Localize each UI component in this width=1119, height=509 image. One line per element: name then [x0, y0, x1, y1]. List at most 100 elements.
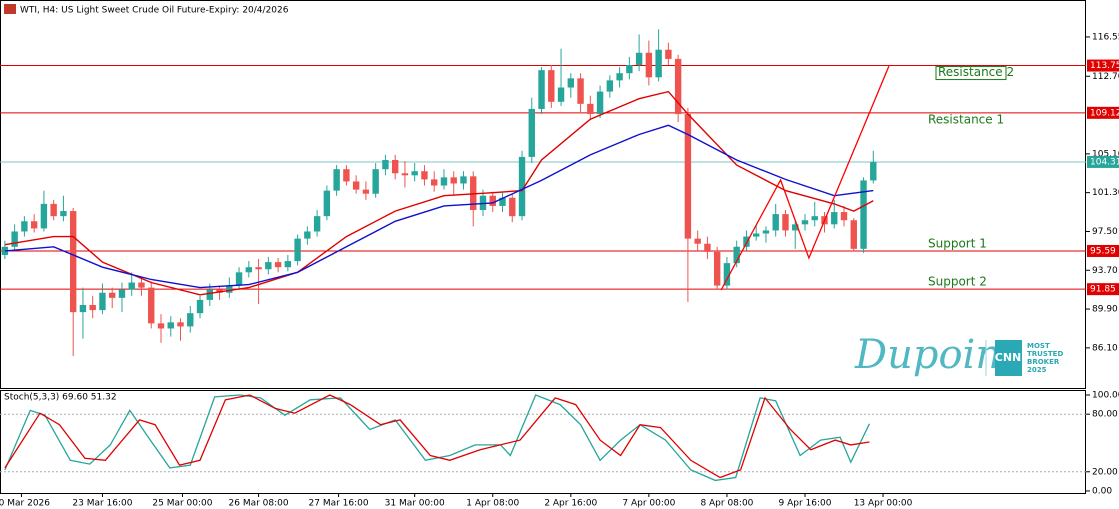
candle-body [167, 322, 174, 329]
candle-body [801, 220, 809, 225]
candle-body [138, 282, 145, 288]
candle-body [177, 322, 184, 327]
stoch-title: Stoch(5,3,3) 69.60 51.32 [4, 393, 117, 403]
candle-body [323, 190, 331, 217]
level-price-label: 109.12 [1090, 108, 1119, 118]
candle-body [860, 180, 867, 249]
candle-body [674, 58, 682, 115]
candle-body [235, 272, 243, 286]
candle-body [274, 262, 282, 268]
candle-body [606, 80, 614, 92]
candle-body [450, 177, 457, 184]
candle-body [645, 52, 653, 78]
last-price-label: 104.31 [1090, 157, 1119, 167]
candle-body [723, 263, 731, 286]
stoch-line [4, 394, 870, 479]
candle-body [60, 211, 67, 217]
x-tick-label: 23 Mar 16:00 [72, 499, 132, 509]
badge-text: TRUSTED [1027, 350, 1063, 358]
y-tick-label: 0.00 [1092, 486, 1112, 496]
stoch-panel-frame [0, 390, 1086, 494]
y-tick-label: 80.00 [1092, 410, 1118, 420]
level-price-box [1087, 283, 1119, 296]
candle-body [99, 292, 106, 311]
badge: CNN [995, 351, 1022, 364]
candle-body [518, 156, 526, 217]
candle-body [616, 73, 623, 81]
candle-body [284, 261, 292, 268]
chart-title: WTI, H4: US Light Sweet Crude Oil Future… [20, 6, 289, 16]
x-tick-label: 25 Mar 00:00 [152, 499, 212, 509]
badge-text: BROKER [1027, 358, 1060, 366]
moving-average [4, 90, 874, 296]
x-tick-label: 8 Apr 08:00 [700, 499, 753, 509]
last-price-box [1087, 155, 1119, 168]
candle-body [655, 49, 662, 78]
candle-body [792, 224, 799, 231]
candle-body [372, 169, 379, 194]
y-tick-label: 100.00 [1092, 390, 1119, 400]
candle-body [362, 189, 370, 194]
candle-body [50, 203, 57, 217]
candle-body [831, 212, 838, 225]
y-tick-label: 116.55 [1092, 32, 1119, 42]
candle-body [811, 216, 818, 221]
candle-body [109, 292, 116, 298]
candle-body [313, 216, 321, 232]
level-label: Support 2 [928, 275, 987, 289]
candle-body [343, 169, 350, 182]
x-tick-label: 9 Apr 16:00 [779, 499, 832, 509]
candle-body [499, 197, 506, 206]
x-tick-label: 2 Apr 16:00 [544, 499, 597, 509]
candle-body [635, 52, 643, 66]
candle-body [187, 313, 194, 327]
candle-body [460, 176, 467, 184]
candle-body [69, 211, 77, 313]
level-label: Resistance 1 [928, 112, 1004, 126]
candle-body [196, 299, 204, 314]
candle-body [733, 246, 740, 264]
candle-body [626, 65, 633, 74]
candle-body [11, 231, 18, 247]
candle-body [440, 177, 448, 186]
badge-text: MOST [1027, 342, 1050, 350]
candle-body [30, 221, 38, 229]
candle-body [694, 238, 701, 244]
candle-body [401, 173, 409, 176]
x-tick-label: 27 Mar 16:00 [309, 499, 369, 509]
x-tick-label: 31 Mar 00:00 [385, 499, 445, 509]
candle-body [255, 267, 262, 270]
candle-body [431, 179, 438, 186]
y-tick-label: 89.90 [1092, 305, 1118, 315]
candle-body [206, 289, 213, 300]
candle-body [21, 221, 28, 232]
y-tick-label: 93.70 [1092, 266, 1118, 276]
stoch-line [4, 394, 870, 482]
moving-average [4, 124, 874, 289]
candle-body [762, 230, 770, 234]
candle-body [782, 214, 789, 231]
candle-body [587, 103, 594, 115]
candle-body [40, 203, 48, 229]
candle-body [391, 159, 399, 174]
y-tick-label: 101.30 [1092, 188, 1119, 198]
candle-body [557, 87, 565, 102]
y-tick-label: 105.10 [1092, 149, 1119, 159]
candle-body [411, 171, 418, 176]
candle-body [577, 78, 584, 104]
candle-body [538, 70, 545, 109]
y-tick-label: 86.10 [1092, 343, 1118, 353]
candle-body [265, 262, 272, 270]
candle-body [216, 289, 223, 293]
level-price-box [1087, 59, 1119, 72]
candle-body [118, 289, 126, 298]
candle-body [1, 246, 9, 255]
candle-body [333, 169, 340, 191]
candle-body [665, 49, 672, 59]
level-price-label: 91.85 [1090, 285, 1116, 295]
level-label: Support 1 [928, 236, 987, 250]
y-tick-label: 97.50 [1092, 227, 1118, 237]
candle-body [89, 304, 96, 311]
candle-body [245, 267, 253, 273]
